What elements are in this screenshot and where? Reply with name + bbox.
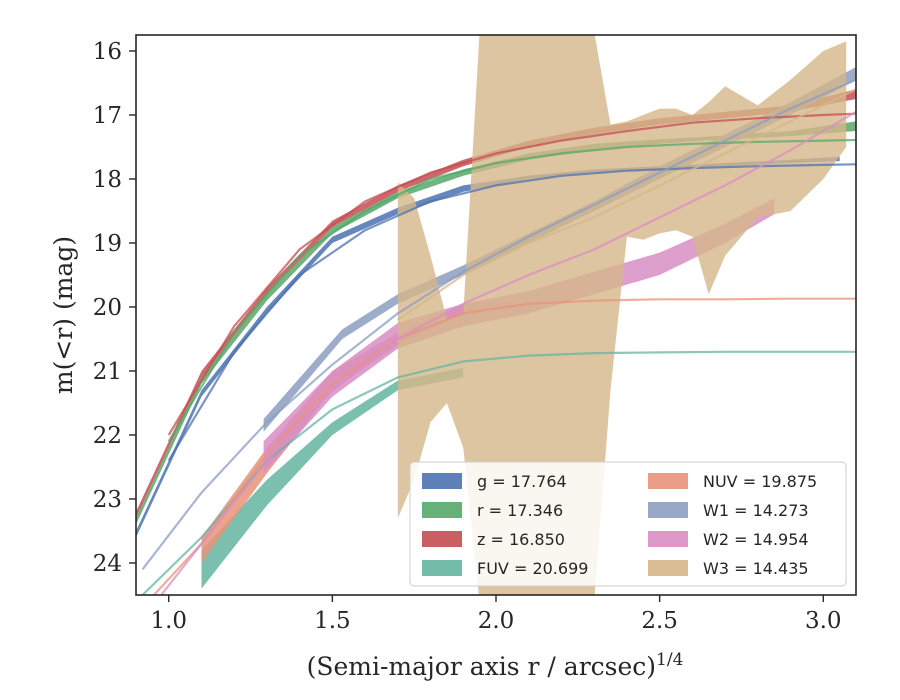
model-curve-w3 (397, 88, 856, 321)
legend-box (409, 461, 847, 587)
y-tick-label-23: 23 (93, 487, 122, 513)
model-curve-w1 (141, 78, 856, 571)
legend-label-r: r = 17.346 (477, 501, 563, 520)
model-curve-nuv (152, 297, 856, 595)
legend-swatch-nuv (648, 473, 688, 489)
y-tick-label-19: 19 (93, 231, 122, 257)
legend-label-fuv: FUV = 20.699 (477, 559, 588, 578)
legend-label-nuv: NUV = 19.875 (703, 472, 817, 491)
x-tick-label-3-0: 3.0 (805, 608, 842, 634)
legend-label-w2: W2 = 14.954 (703, 530, 809, 549)
x-tick-label-2-0: 2.0 (478, 608, 515, 634)
band-w2 (263, 198, 775, 474)
y-axis-ticks: 16 17 18 19 20 21 22 23 24 (93, 39, 136, 577)
legend-label-w3: W3 = 14.435 (703, 559, 809, 578)
y-tick-label-16: 16 (93, 39, 122, 65)
x-tick-label-2-5: 2.5 (641, 608, 678, 634)
model-curve-r (167, 138, 856, 442)
legend-swatch-fuv (422, 560, 462, 576)
x-axis-label-exponent: 1/4 (656, 650, 683, 670)
y-tick-label-22: 22 (93, 423, 122, 449)
legend-label-w1: W1 = 14.273 (703, 501, 809, 520)
legend-label-z: z = 16.850 (477, 530, 565, 549)
x-tick-label-1-0: 1.0 (150, 608, 187, 634)
legend-swatch-w1 (648, 502, 688, 518)
x-tick-label-1-5: 1.5 (314, 608, 351, 634)
y-tick-label-18: 18 (93, 167, 122, 193)
model-curve-w2 (159, 110, 856, 595)
y-tick-label-24: 24 (93, 551, 122, 577)
legend-swatch-r (422, 502, 462, 518)
model-curve-g (167, 163, 856, 462)
observed-bands (136, 35, 856, 595)
x-axis-label-text: (Semi-major axis r / arcsec) (307, 652, 656, 681)
y-axis-label: m(<r) (mag) (49, 236, 78, 394)
x-axis-label: (Semi-major axis r / arcsec)1/4 (307, 650, 684, 681)
x-axis-ticks: 1.0 1.5 2.0 2.5 3.0 (150, 595, 842, 634)
legend-swatch-z (422, 531, 462, 547)
y-tick-label-17: 17 (93, 103, 122, 129)
legend-swatch-g (422, 473, 462, 489)
legend-swatch-w2 (648, 531, 688, 547)
model-curves (140, 78, 856, 595)
y-tick-label-20: 20 (93, 295, 122, 321)
legend: g = 17.764 r = 17.346 z = 16.850 FUV = 20.6… (409, 461, 847, 587)
model-curve-z (167, 112, 856, 436)
legend-swatch-w3 (648, 560, 688, 576)
band-w3 (397, 35, 847, 595)
y-tick-label-21: 21 (93, 359, 122, 385)
legend-label-g: g = 17.764 (477, 472, 567, 491)
